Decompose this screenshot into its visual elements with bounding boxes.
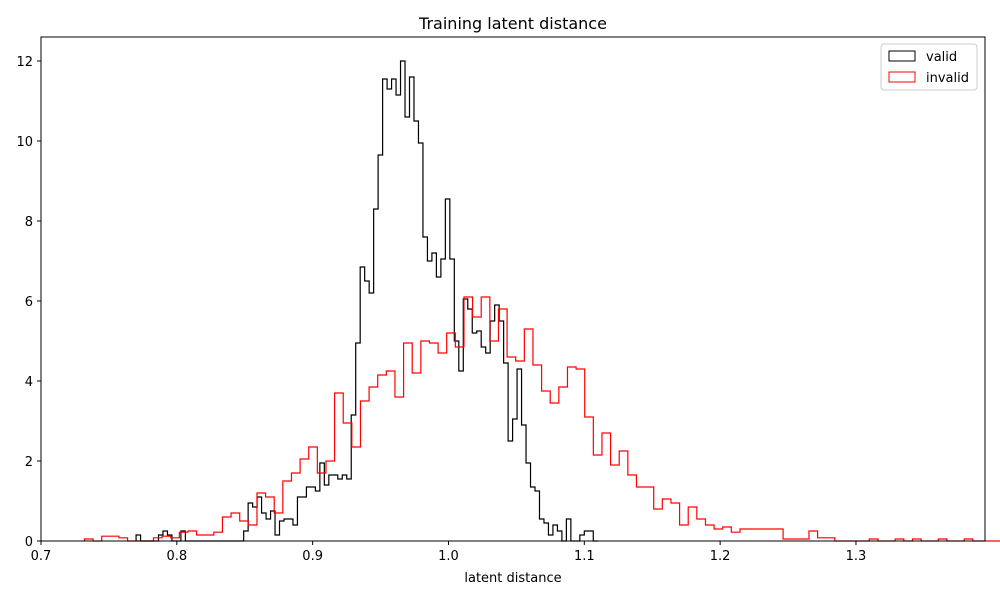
x-tick-label: 0.7 (31, 549, 52, 564)
y-axis-ticks: 0 2 4 6 8 10 12 (16, 55, 41, 550)
y-tick-label: 2 (25, 455, 33, 470)
legend-label-invalid: invalid (926, 71, 969, 86)
legend: valid invalid (880, 43, 978, 91)
x-axis-label: latent distance (464, 571, 561, 586)
series-valid-step-line (135, 60, 598, 542)
x-tick-label: 1.1 (574, 549, 595, 564)
y-tick-label: 10 (16, 135, 33, 150)
y-tick-label: 0 (25, 535, 33, 550)
plot-area (83, 60, 1000, 542)
x-tick-label: 1.2 (710, 549, 731, 564)
x-tick-label: 1.3 (846, 549, 867, 564)
x-tick-label: 1.0 (438, 549, 459, 564)
plot-frame (40, 36, 986, 542)
y-tick-label: 6 (25, 295, 33, 310)
x-axis-ticks: 0.7 0.8 0.9 1.0 1.1 1.2 1.3 (31, 541, 867, 564)
chart-title: Training latent distance (418, 14, 607, 33)
legend-swatch-valid (888, 50, 916, 62)
series-invalid-step-line (83, 296, 1000, 542)
y-tick-label: 8 (25, 215, 33, 230)
x-tick-label: 0.8 (166, 549, 187, 564)
legend-swatch-invalid (888, 71, 916, 83)
y-tick-label: 12 (16, 55, 33, 70)
legend-box (880, 43, 978, 91)
x-tick-label: 0.9 (302, 549, 323, 564)
legend-label-valid: valid (926, 50, 957, 65)
y-tick-label: 4 (25, 375, 33, 390)
